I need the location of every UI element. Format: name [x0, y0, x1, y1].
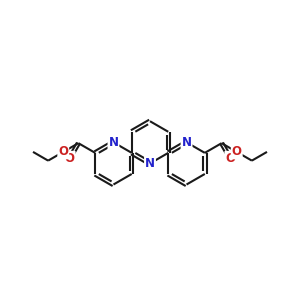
Text: N: N	[145, 157, 155, 170]
Text: O: O	[58, 146, 68, 158]
Text: O: O	[225, 152, 235, 165]
Text: O: O	[65, 152, 75, 165]
Text: O: O	[232, 146, 242, 158]
Text: N: N	[182, 136, 191, 149]
Text: N: N	[109, 136, 118, 149]
